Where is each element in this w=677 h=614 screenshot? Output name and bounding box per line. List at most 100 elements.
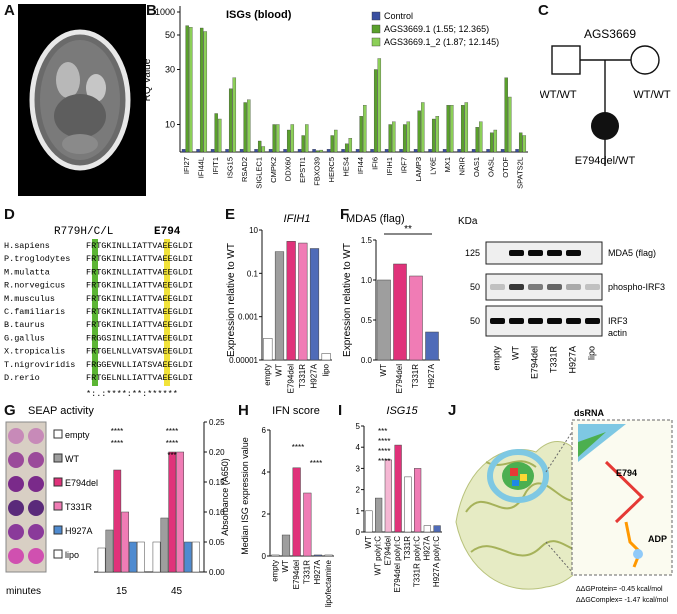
chart-b-bar bbox=[326, 149, 331, 153]
species-name: G.gallus bbox=[4, 333, 45, 343]
chart-g-legend-swatch bbox=[53, 525, 63, 535]
chart-i-xtick-label: E794del bbox=[383, 536, 392, 566]
species-name: P.troglodytes bbox=[4, 254, 70, 264]
chart-b-bar bbox=[312, 149, 316, 153]
chart-i-sig-label: **** bbox=[378, 437, 390, 446]
species-name: B.taurus bbox=[4, 320, 45, 330]
panel-e-ifih1-chart: 10 0.1 0.001 0.00001 empty WT E794del T331R H927… bbox=[226, 213, 332, 394]
chart-b-legend-entry: Control bbox=[384, 11, 413, 21]
chart-i-bar bbox=[414, 468, 422, 533]
chart-g-title: SEAP activity bbox=[28, 405, 94, 417]
adp-label: ADP bbox=[648, 534, 667, 544]
chart-b-bar bbox=[189, 27, 193, 153]
chart-e-bar bbox=[263, 338, 273, 361]
blot-marker: 50 bbox=[470, 316, 480, 326]
chart-g-bar bbox=[168, 451, 177, 573]
chart-b-bar bbox=[185, 25, 189, 153]
chart-b-ytick-label: 10 bbox=[165, 120, 175, 130]
chart-g-sig-label: **** bbox=[166, 427, 178, 436]
chart-b-bar bbox=[196, 149, 200, 153]
chart-f-bar bbox=[409, 275, 423, 361]
chart-g-sig-label: **** bbox=[111, 427, 123, 436]
chart-b-bar bbox=[363, 105, 367, 153]
chart-g-legend-entry: T331R bbox=[65, 502, 93, 512]
chart-b-bar bbox=[370, 149, 374, 153]
chart-g-sig-label: *** bbox=[167, 451, 176, 460]
chart-f-bar bbox=[393, 263, 407, 361]
chart-i-bar bbox=[365, 510, 373, 533]
chart-g-ytick-label: 0.15 bbox=[209, 478, 225, 487]
chart-h-xtick-label: lipofectamine bbox=[324, 559, 333, 607]
dsrna-label: dsRNA bbox=[574, 408, 605, 418]
chart-b-xtick-label: SPATS2L bbox=[516, 157, 525, 189]
dsrna-helix bbox=[487, 449, 549, 503]
blot-band-label: actin bbox=[608, 328, 627, 338]
chart-b-bar bbox=[203, 31, 208, 153]
ddg-protein: ΔΔGProtein= -0.45 kcal/mol bbox=[576, 586, 663, 593]
blot-band bbox=[509, 250, 524, 256]
chart-b-bar bbox=[348, 138, 353, 153]
chart-b-bar bbox=[428, 149, 432, 153]
chart-b-xtick-label: LY6E bbox=[429, 157, 438, 175]
chart-b-xtick-label: IRF7 bbox=[400, 157, 409, 173]
chart-h-title: IFN score bbox=[272, 405, 320, 417]
chart-b-xtick-label: RSAD2 bbox=[240, 157, 249, 182]
chart-g-bar bbox=[113, 469, 122, 573]
chart-e-xtick-label: E794del bbox=[286, 364, 295, 394]
chart-e-bar bbox=[274, 251, 285, 361]
seap-well bbox=[8, 500, 24, 516]
chart-b-bar bbox=[283, 149, 287, 153]
chart-b-ytick-label: 50 bbox=[165, 30, 175, 40]
chart-b-bar bbox=[199, 27, 204, 153]
panel-label-c: C bbox=[538, 2, 549, 19]
chart-i-xtick-label: H927A polyI:C bbox=[432, 536, 441, 587]
chart-b-bar bbox=[214, 113, 218, 153]
chart-i-bar bbox=[375, 497, 383, 533]
chart-b-bar bbox=[272, 124, 276, 153]
chart-b-bar bbox=[486, 149, 490, 153]
chart-b-bar bbox=[460, 105, 465, 153]
chart-g-ylabel: Absorbance (A650) bbox=[220, 458, 230, 536]
chart-i-xtick-label: T331R polyI:C bbox=[413, 536, 422, 587]
chart-b-xtick-label: OTOF bbox=[501, 157, 510, 178]
species-name: X.tropicalis bbox=[4, 347, 65, 357]
panel-label-i: I bbox=[338, 402, 343, 419]
chart-b-bar bbox=[181, 149, 186, 153]
pedigree-family-id: AGS3669 bbox=[584, 27, 636, 41]
chart-b-xtick-label: IFI6 bbox=[371, 157, 380, 170]
species-sequence: FRGGEVNLLIATSVAEEGLDI bbox=[86, 360, 193, 370]
blot-lane-label: T331R bbox=[548, 346, 558, 374]
chart-g-legend-entry: empty bbox=[65, 430, 90, 440]
chart-b-xtick-label: CMPK2 bbox=[269, 157, 278, 183]
blot-strip bbox=[485, 273, 603, 301]
alignment-header-right: E794 bbox=[154, 226, 181, 238]
chart-h-xtick-label: empty bbox=[270, 560, 279, 582]
chart-h-bar bbox=[313, 554, 323, 557]
blot-marker: 50 bbox=[470, 282, 480, 292]
species-name: R.norvegicus bbox=[4, 281, 65, 291]
chart-b-bar bbox=[399, 149, 403, 153]
chart-g-ytick-label: 0.00 bbox=[209, 568, 225, 577]
blot-band bbox=[547, 318, 562, 324]
chart-f-sig-label: ** bbox=[404, 224, 412, 235]
seap-well bbox=[8, 548, 24, 564]
blot-band-label: MDA5 (flag) bbox=[608, 248, 656, 258]
chart-i-xtick-label: E794del polyI:C bbox=[393, 536, 402, 593]
chart-g-legend-swatch bbox=[53, 429, 63, 439]
species-sequence: FRTGKINLLIATTVAEEGLDI bbox=[86, 241, 193, 251]
chart-b-bar bbox=[522, 135, 527, 153]
chart-b-bar bbox=[243, 102, 247, 153]
chart-i-sig-label: **** bbox=[378, 447, 390, 456]
chart-b-bar bbox=[475, 127, 479, 153]
blot-band bbox=[509, 284, 524, 290]
blot-lane-label: empty bbox=[491, 346, 501, 371]
chart-h-bar bbox=[292, 467, 301, 557]
chart-b-bar bbox=[479, 121, 483, 153]
chart-b-bar bbox=[417, 110, 421, 153]
chart-h-bar bbox=[271, 554, 280, 557]
blot-strip bbox=[485, 241, 603, 265]
conserved-r-highlight bbox=[92, 239, 98, 386]
chart-i-bar bbox=[423, 525, 431, 533]
seap-well bbox=[28, 548, 44, 564]
chart-b-bar bbox=[377, 58, 382, 153]
